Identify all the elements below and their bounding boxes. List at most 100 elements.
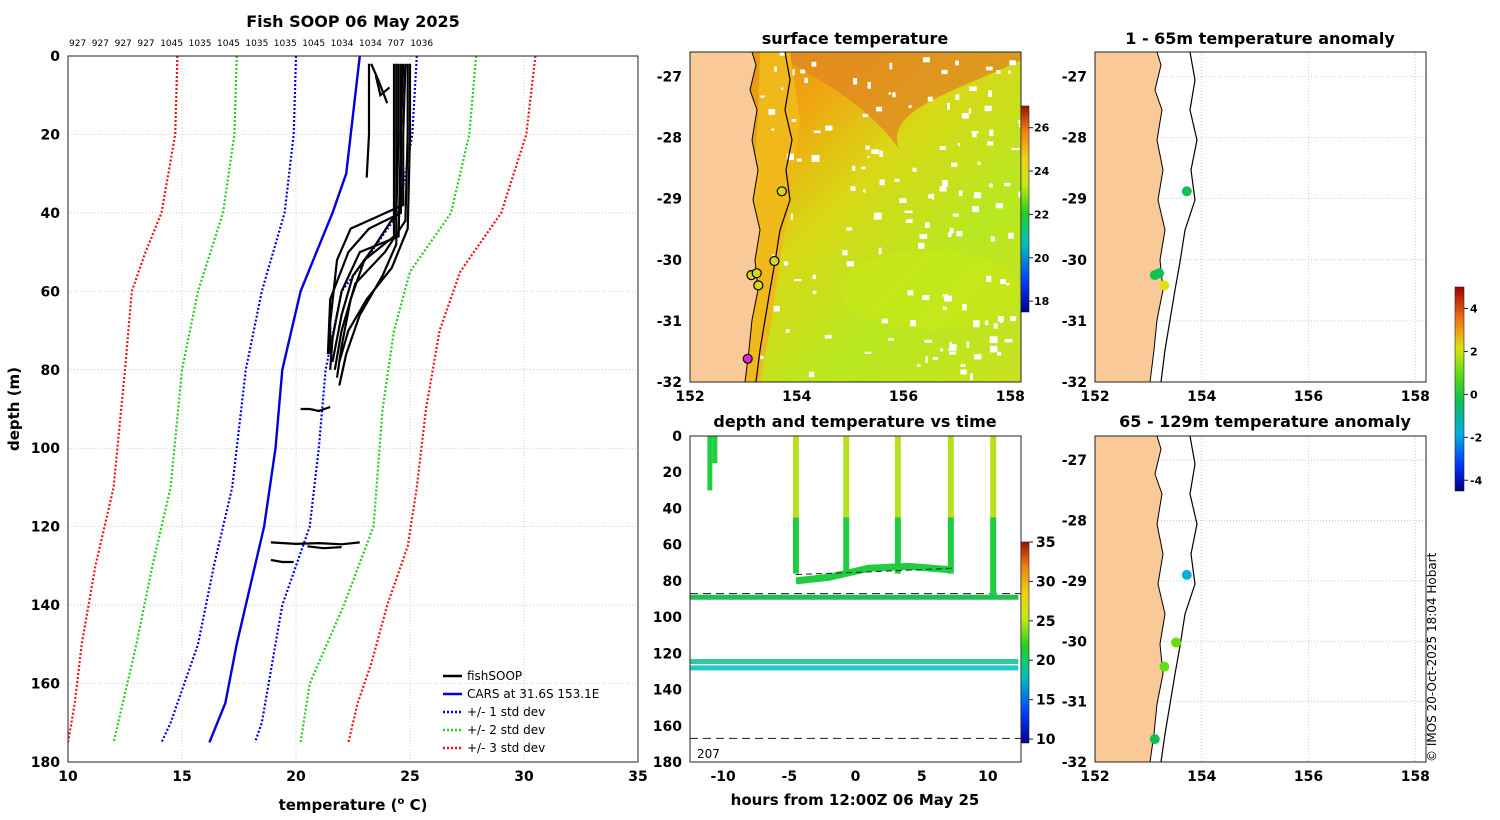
time-ytick: 100 bbox=[653, 610, 682, 626]
cloud-gap bbox=[773, 305, 780, 312]
colorbar-label: 18 bbox=[1034, 295, 1049, 308]
map-ytick: -32 bbox=[1062, 755, 1087, 771]
fishsoop-profile bbox=[370, 63, 389, 104]
ytick-label: 160 bbox=[31, 677, 60, 693]
profile-grid bbox=[67, 55, 639, 763]
colorbar-label: -4 bbox=[1470, 474, 1483, 487]
cloud-gap bbox=[910, 319, 916, 327]
cloud-gap bbox=[808, 371, 815, 378]
anomaly-colorbar-ticks: 4 2 0 -2 -4 bbox=[1464, 302, 1483, 487]
time-xtick: 5 bbox=[917, 769, 927, 785]
cloud-gap bbox=[899, 198, 907, 203]
colorbar-label: 20 bbox=[1034, 252, 1050, 265]
cloud-gap bbox=[917, 364, 921, 367]
cloud-gap bbox=[957, 142, 960, 147]
cast-count: 1034 bbox=[331, 39, 354, 49]
anomaly-shallow-ticks: 152 154 156 158 -27 -28 -29 -30 -31 -32 bbox=[1062, 69, 1430, 405]
map-ytick: -31 bbox=[1062, 314, 1087, 330]
cloud-gap bbox=[800, 69, 806, 74]
cloud-gap bbox=[939, 146, 946, 150]
cloud-gap bbox=[993, 323, 998, 329]
cloud-gap bbox=[922, 295, 930, 300]
anomaly-point bbox=[1149, 270, 1160, 281]
cloud-gap bbox=[989, 183, 993, 188]
cloud-gap bbox=[922, 57, 930, 63]
cloud-gap bbox=[960, 364, 966, 367]
series--2-std-dev-high- bbox=[299, 56, 478, 743]
cloud-gap bbox=[779, 52, 786, 56]
cast-count: 1034 bbox=[359, 39, 382, 49]
sst-map-title: surface temperature bbox=[762, 29, 949, 48]
fishsoop-profile bbox=[335, 63, 396, 378]
cloud-gap bbox=[1010, 316, 1017, 322]
legend-label-std3: +/- 3 std dev bbox=[467, 741, 545, 755]
colorbar-label: 35 bbox=[1036, 535, 1055, 551]
cloud-gap bbox=[990, 345, 998, 353]
cloud-gap bbox=[1019, 124, 1021, 128]
cloud-gap bbox=[889, 62, 893, 70]
cloud-gap bbox=[846, 261, 854, 267]
series--3-std-dev-low- bbox=[68, 56, 179, 743]
legend-label-std1: +/- 1 std dev bbox=[467, 705, 545, 719]
anomaly-deep-ticks: 152 154 156 158 -27 -28 -29 -30 -31 -32 bbox=[1062, 453, 1430, 785]
depth-time-colorbar-ticks: 35 30 25 20 15 10 bbox=[1029, 535, 1056, 748]
ytick-label: 40 bbox=[41, 206, 61, 222]
anomaly-shallow-grid bbox=[1095, 52, 1426, 382]
anomaly-shallow-title: 1 - 65m temperature anomaly bbox=[1125, 29, 1395, 48]
time-ytick: 40 bbox=[663, 501, 683, 517]
map-ytick: -29 bbox=[1062, 574, 1087, 590]
cloud-gap bbox=[867, 155, 870, 158]
cast-count: 1045 bbox=[160, 39, 183, 49]
cloud-gap bbox=[780, 87, 784, 90]
cloud-gap bbox=[873, 212, 882, 220]
bottom-depth-label: 207 bbox=[697, 747, 720, 761]
xtick-label: 15 bbox=[172, 769, 191, 785]
cloud-gap bbox=[990, 236, 995, 242]
cloud-gap bbox=[812, 290, 817, 294]
cloud-gap bbox=[962, 304, 967, 311]
anomaly-map-shallow: 1 - 65m temperature anomaly 152 154 156 158… bbox=[1062, 29, 1430, 405]
map-ytick: -27 bbox=[1062, 69, 1087, 85]
cloud-gap bbox=[865, 145, 870, 150]
anomaly-deep-points bbox=[1149, 569, 1192, 745]
map-ytick: -31 bbox=[1062, 695, 1087, 711]
cloud-gap bbox=[986, 66, 993, 71]
series--1-std-dev-low- bbox=[160, 56, 298, 743]
station-marker bbox=[769, 255, 780, 267]
map-xtick: 154 bbox=[1187, 769, 1216, 785]
fishsoop-profile bbox=[331, 63, 400, 363]
colorbar-label: -2 bbox=[1470, 431, 1482, 444]
cloud-gap bbox=[970, 373, 973, 381]
series-cars-at-31-6s-153-1e bbox=[208, 56, 361, 743]
time-ytick: 60 bbox=[663, 538, 683, 554]
cloud-gap bbox=[972, 206, 979, 213]
time-ytick: 80 bbox=[663, 574, 683, 590]
map-ytick: -28 bbox=[657, 131, 682, 147]
cloud-gap bbox=[951, 162, 958, 167]
colorbar-label: 24 bbox=[1034, 165, 1050, 178]
cast-count: 707 bbox=[387, 39, 404, 49]
depth-time-xlabel: hours from 12:00Z 06 May 25 bbox=[731, 791, 980, 809]
cloud-gap bbox=[796, 158, 802, 162]
cast-count: 927 bbox=[115, 39, 132, 49]
colorbar-label: 15 bbox=[1036, 693, 1055, 709]
profile-axes-box bbox=[67, 55, 639, 763]
cast-count: 1036 bbox=[410, 39, 433, 49]
ytick-label: 0 bbox=[50, 49, 60, 65]
profile-lines bbox=[68, 56, 537, 743]
profile-plot-title: Fish SOOP 06 May 2025 bbox=[246, 12, 460, 31]
shelf-contour bbox=[755, 52, 793, 382]
cloud-gap bbox=[939, 186, 947, 192]
cloud-gap bbox=[846, 227, 853, 231]
time-ytick: 120 bbox=[653, 646, 682, 662]
colorbar-label: 10 bbox=[1036, 732, 1056, 748]
anomaly-point bbox=[1149, 734, 1160, 745]
cloud-gap bbox=[812, 274, 817, 279]
cloud-gap bbox=[941, 69, 948, 75]
cloud-gap bbox=[1004, 182, 1011, 187]
cast-count: 927 bbox=[69, 39, 86, 49]
cloud-gap bbox=[997, 351, 1002, 356]
cloud-gap bbox=[944, 295, 952, 302]
fishsoop-profile bbox=[307, 545, 342, 550]
cloud-gap bbox=[984, 105, 992, 112]
